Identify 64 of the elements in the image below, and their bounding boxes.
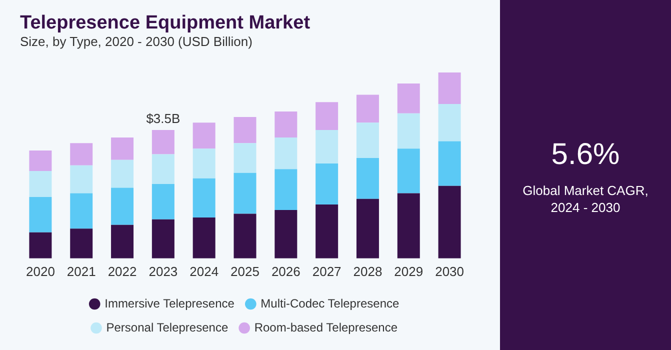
bar <box>152 154 174 184</box>
bar <box>438 72 461 104</box>
chart-title: Telepresence Equipment Market <box>20 12 311 34</box>
bar <box>274 169 298 210</box>
text: Global Market CAGR, 2024 - 2030 <box>522 182 650 216</box>
bar <box>29 170 52 198</box>
x-tick-label: 2029 <box>394 264 424 279</box>
bar <box>70 228 93 258</box>
bar <box>29 197 52 232</box>
x-tick-label: 2027 <box>312 264 342 279</box>
x-tick-label: 2030 <box>435 264 464 279</box>
legend-label: Multi-Codec Telepresence <box>260 296 400 310</box>
bar <box>234 117 256 144</box>
bar <box>316 204 338 258</box>
x-tick-label: 2023 <box>148 264 178 279</box>
x-tick-label: 2020 <box>26 264 55 279</box>
bar <box>152 130 174 154</box>
bar <box>234 143 256 173</box>
bar <box>274 111 298 138</box>
bar <box>152 184 174 220</box>
legend-label: Room-based Telepresence <box>254 320 398 334</box>
bar <box>438 104 461 142</box>
text: 5.6% <box>550 138 621 172</box>
bar <box>438 186 461 258</box>
x-tick-label: 2021 <box>66 264 96 279</box>
bar <box>111 188 134 225</box>
legend-label: Personal Telepresence <box>106 320 228 334</box>
bar <box>111 224 134 258</box>
bar <box>274 210 298 258</box>
bar <box>316 130 338 164</box>
bar <box>316 102 338 130</box>
bar <box>70 143 93 166</box>
bar <box>29 150 52 171</box>
bar <box>356 198 379 258</box>
x-tick-label: 2028 <box>353 264 382 279</box>
bar <box>274 138 298 170</box>
bar <box>438 141 461 186</box>
x-tick-label: 2025 <box>230 264 260 279</box>
bar <box>192 148 216 178</box>
bar <box>70 193 93 229</box>
bar <box>70 165 93 194</box>
bar <box>316 164 338 204</box>
annotation: $3.5B <box>146 111 180 126</box>
legend-label: Immersive Telepresence <box>104 296 235 310</box>
bar <box>192 178 216 218</box>
chart-subtitle: Size, by Type, 2020 - 2030 (USD Billion) <box>20 34 252 50</box>
bar <box>234 172 256 214</box>
bar <box>234 214 256 258</box>
bar <box>29 232 52 258</box>
bar <box>397 84 420 114</box>
bar <box>397 148 420 194</box>
x-tick-label: 2024 <box>190 264 219 279</box>
bar <box>356 122 379 158</box>
bar <box>356 94 379 123</box>
x-tick-label: 2026 <box>271 264 300 279</box>
bar <box>111 160 134 188</box>
x-tick-label: 2022 <box>108 264 137 279</box>
bar <box>192 217 216 258</box>
bar <box>397 193 420 258</box>
bar <box>356 158 379 199</box>
bar <box>111 138 134 160</box>
bar <box>397 113 420 149</box>
bar <box>192 122 216 149</box>
bar <box>152 219 174 258</box>
